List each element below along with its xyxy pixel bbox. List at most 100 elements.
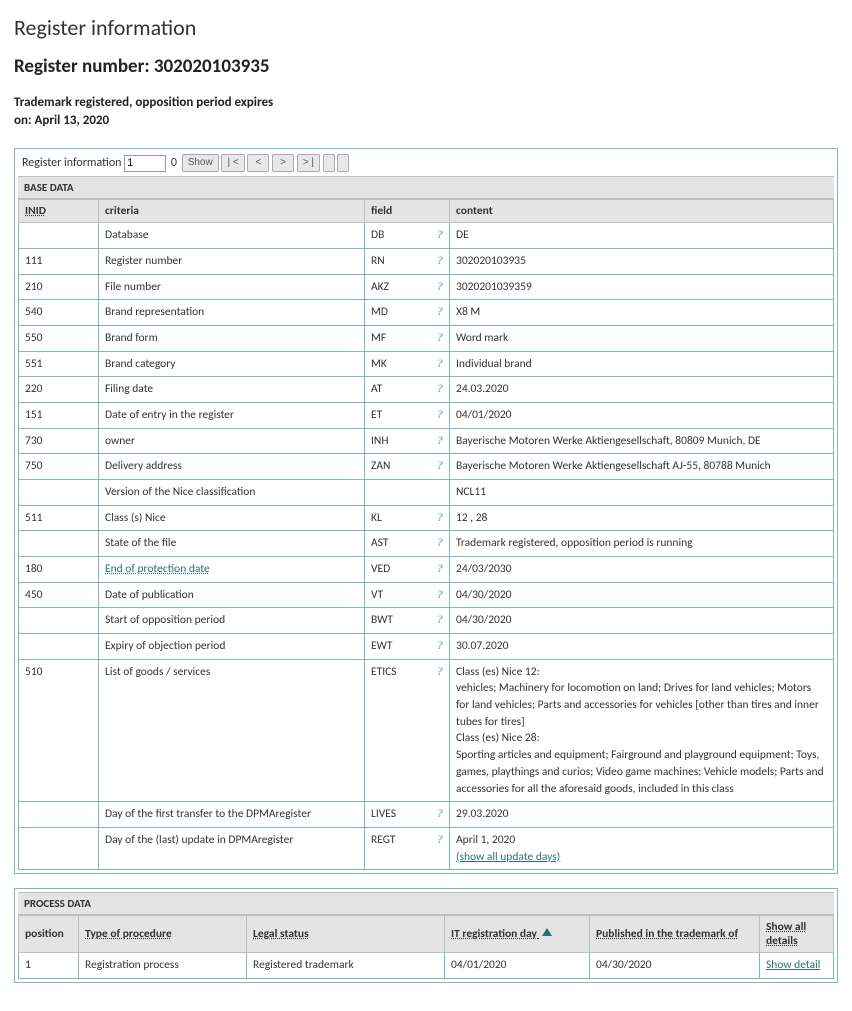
cell-criteria: Brand form: [99, 326, 365, 352]
help-icon[interactable]: ?: [437, 227, 443, 244]
help-icon[interactable]: ?: [437, 612, 443, 629]
help-icon[interactable]: ?: [437, 433, 443, 450]
status-block: Trademark registered, opposition period …: [14, 94, 838, 130]
cell-criteria: owner: [99, 428, 365, 454]
field-code: EWT: [371, 639, 392, 653]
prev-button[interactable]: <: [247, 154, 269, 172]
process-data-header: PROCESS DATA: [18, 892, 834, 915]
col-content: content: [450, 200, 834, 223]
base-data-head-row: INID criteria field content: [19, 200, 834, 223]
help-icon[interactable]: ?: [437, 279, 443, 296]
toolbar-extra-1[interactable]: [323, 154, 335, 172]
field-code: MF: [371, 331, 386, 345]
help-icon[interactable]: ?: [437, 407, 443, 424]
cell-field: ZAN?: [365, 454, 450, 480]
cell-criteria: Delivery address: [99, 454, 365, 480]
cell-criteria: End of protection date: [99, 557, 365, 583]
help-icon[interactable]: ?: [437, 832, 443, 849]
cell-inid: [19, 634, 99, 660]
field-code: ET: [371, 408, 382, 422]
cell-field: ETICS?: [365, 659, 450, 801]
page-title: Register information: [14, 14, 838, 41]
last-button[interactable]: > |: [297, 154, 320, 172]
field-code: RN: [371, 254, 385, 268]
help-icon[interactable]: ?: [437, 381, 443, 398]
cell-content: 04/30/2020: [450, 608, 834, 634]
toolbar-extra-2[interactable]: [337, 154, 349, 172]
next-button[interactable]: >: [272, 154, 294, 172]
help-icon[interactable]: ?: [437, 458, 443, 475]
table-row: Day of the (last) update in DPMAregister…: [19, 827, 834, 869]
table-row: 511Class (s) NiceKL?12 , 28: [19, 505, 834, 531]
field-code: REGT: [371, 833, 396, 847]
cell-inid: 730: [19, 428, 99, 454]
cell-criteria: Expiry of objection period: [99, 634, 365, 660]
cell-content: Trademark registered, opposition period …: [450, 531, 834, 557]
cell-inid: [19, 480, 99, 506]
cell-criteria: State of the file: [99, 531, 365, 557]
criteria-link[interactable]: End of protection date: [105, 562, 210, 576]
cell-criteria: Date of publication: [99, 582, 365, 608]
help-icon[interactable]: ?: [437, 535, 443, 552]
cell-field: VT?: [365, 582, 450, 608]
cell-field: [365, 480, 450, 506]
cell-content: Word mark: [450, 326, 834, 352]
cell-field: AT?: [365, 377, 450, 403]
cell-field: AKZ?: [365, 274, 450, 300]
register-number-value: 302020103935: [154, 55, 270, 78]
help-icon[interactable]: ?: [437, 664, 443, 681]
show-detail-link[interactable]: Show detail: [766, 958, 820, 972]
cell-inid: 210: [19, 274, 99, 300]
cell-inid: 450: [19, 582, 99, 608]
base-data-box: Register information 0 Show | < < > > | …: [14, 148, 838, 874]
help-icon[interactable]: ?: [437, 510, 443, 527]
help-icon[interactable]: ?: [437, 638, 443, 655]
cell-inid: [19, 608, 99, 634]
toolbar-label: Register information: [22, 156, 121, 170]
process-head-row: position Type of procedure Legal status …: [19, 916, 834, 953]
show-button[interactable]: Show: [182, 154, 219, 172]
cell-inid: 511: [19, 505, 99, 531]
record-number-input[interactable]: [124, 155, 166, 172]
col-legal-status[interactable]: Legal status: [247, 916, 445, 953]
cell-content: X8 M: [450, 300, 834, 326]
help-icon[interactable]: ?: [437, 356, 443, 373]
help-icon[interactable]: ?: [437, 304, 443, 321]
col-position: position: [19, 916, 79, 953]
process-data-table: position Type of procedure Legal status …: [18, 915, 834, 979]
cell-content: 04/30/2020: [450, 582, 834, 608]
table-row: 510List of goods / servicesETICS?Class (…: [19, 659, 834, 801]
show-all-update-days-link[interactable]: (show all update days): [456, 850, 560, 864]
col-it-registration-day[interactable]: IT registration day: [445, 916, 590, 953]
status-line-1: Trademark registered, opposition period …: [14, 94, 838, 112]
col-show-all-details[interactable]: Show all details: [760, 916, 834, 953]
field-code: VED: [371, 562, 390, 576]
cell-inid: 550: [19, 326, 99, 352]
table-row: Start of opposition periodBWT?04/30/2020: [19, 608, 834, 634]
table-row: 151Date of entry in the registerET?04/01…: [19, 403, 834, 429]
cell-content: NCL11: [450, 480, 834, 506]
cell-criteria: List of goods / services: [99, 659, 365, 801]
process-data-box: PROCESS DATA position Type of procedure …: [14, 888, 838, 983]
field-code: ZAN: [371, 459, 390, 473]
help-icon[interactable]: ?: [437, 561, 443, 578]
cell-inid: 510: [19, 659, 99, 801]
cell-inid: 750: [19, 454, 99, 480]
cell-published: 04/30/2020: [590, 953, 760, 979]
col-criteria: criteria: [99, 200, 365, 223]
help-icon[interactable]: ?: [437, 253, 443, 270]
cell-criteria: Start of opposition period: [99, 608, 365, 634]
cell-content: Individual brand: [450, 351, 834, 377]
cell-inid: 111: [19, 249, 99, 275]
cell-field: DB?: [365, 223, 450, 249]
first-button[interactable]: | <: [221, 154, 244, 172]
field-code: INH: [371, 434, 389, 448]
cell-criteria: Version of the Nice classification: [99, 480, 365, 506]
col-type-of-procedure[interactable]: Type of procedure: [79, 916, 247, 953]
help-icon[interactable]: ?: [437, 330, 443, 347]
col-published[interactable]: Published in the trademark of: [590, 916, 760, 953]
help-icon[interactable]: ?: [437, 587, 443, 604]
help-icon[interactable]: ?: [437, 806, 443, 823]
register-number-label: Register number:: [14, 55, 150, 78]
cell-content: 04/01/2020: [450, 403, 834, 429]
